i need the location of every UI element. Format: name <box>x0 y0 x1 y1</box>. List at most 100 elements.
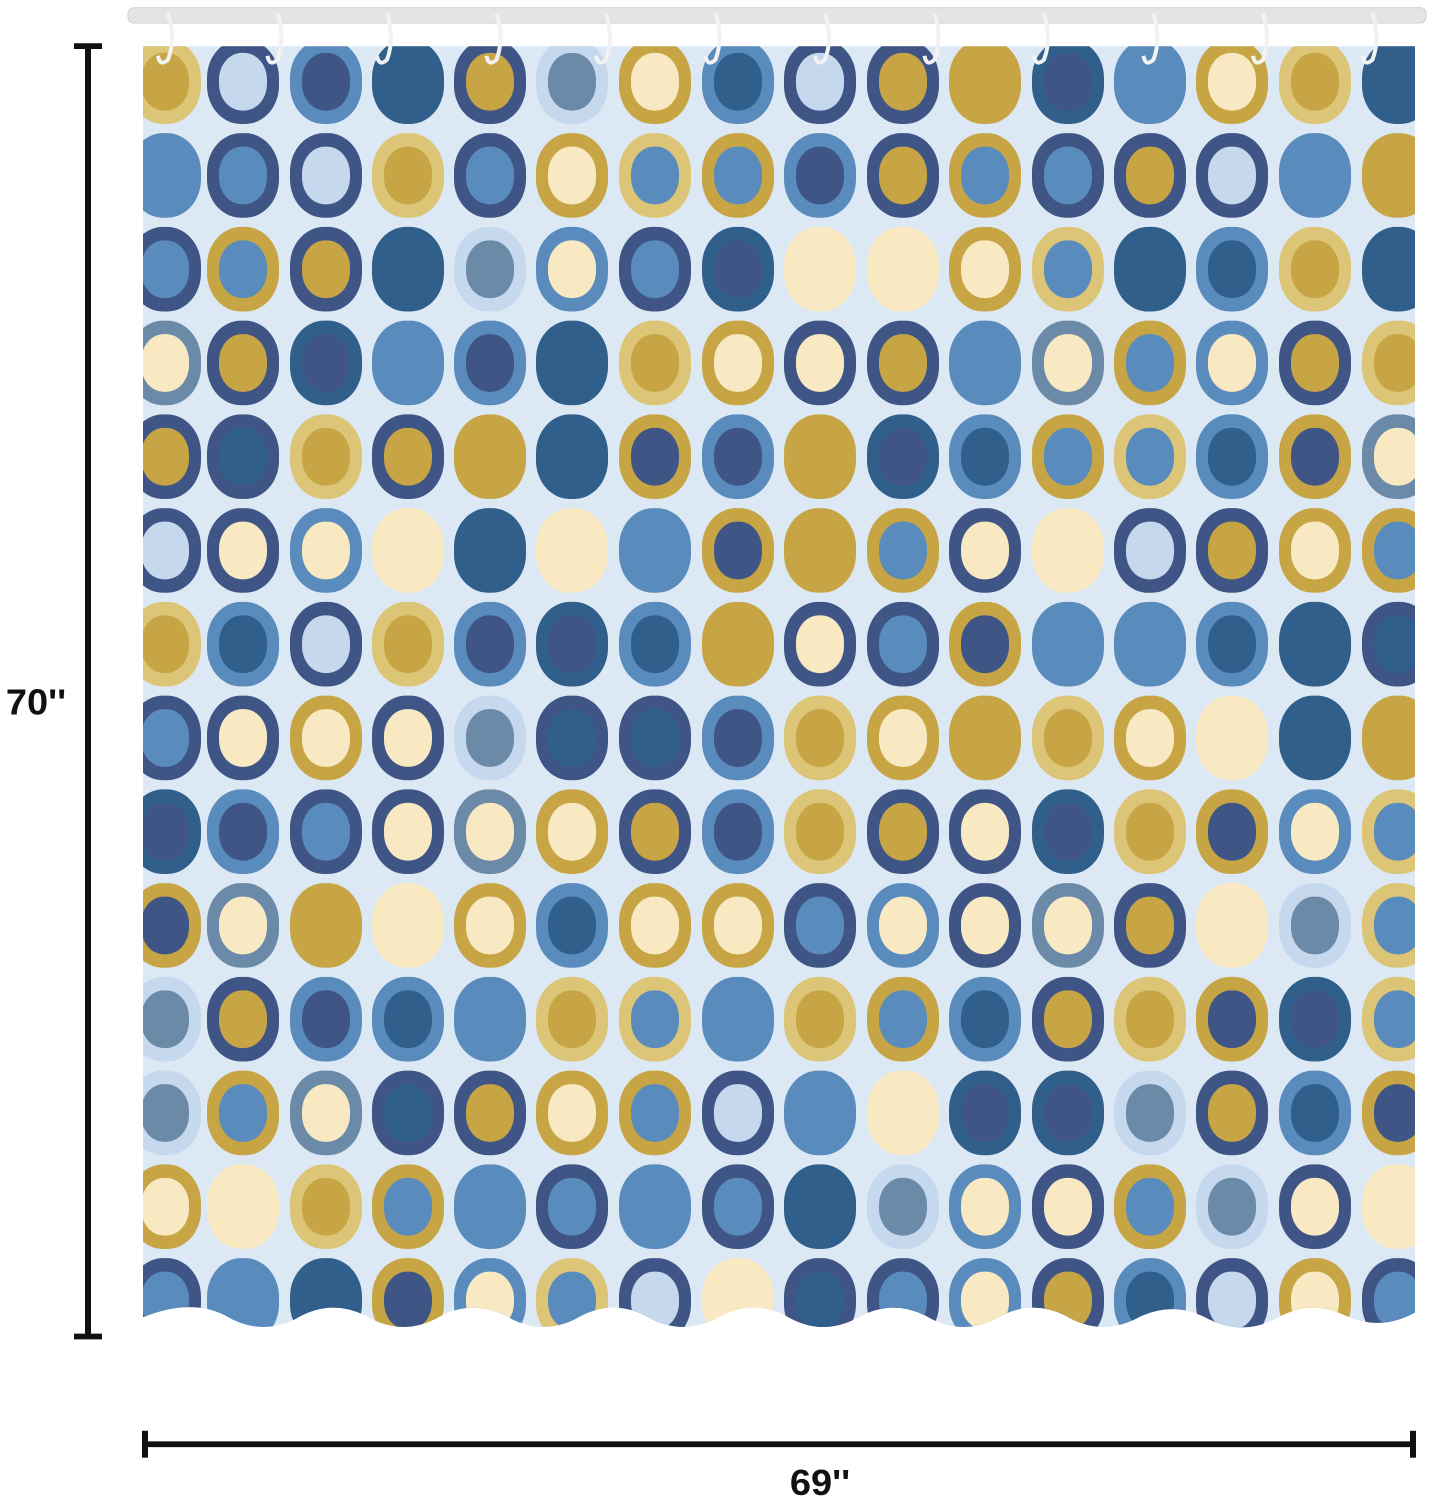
inner-oval <box>1044 709 1092 767</box>
inner-oval <box>1208 334 1256 392</box>
inner-oval <box>143 709 189 767</box>
inner-oval <box>879 1271 927 1328</box>
inner-oval <box>466 615 514 674</box>
outer-oval <box>619 508 691 593</box>
inner-oval <box>631 146 679 205</box>
inner-oval <box>714 52 762 111</box>
inner-oval <box>1208 990 1256 1049</box>
outer-oval <box>949 46 1021 125</box>
outer-oval <box>290 883 362 968</box>
outer-oval <box>1114 601 1186 687</box>
inner-oval <box>1126 1084 1174 1142</box>
inner-oval <box>1208 427 1256 486</box>
inner-oval <box>143 334 189 392</box>
inner-oval <box>796 146 844 205</box>
inner-oval <box>302 709 350 767</box>
inner-oval <box>302 615 350 674</box>
hook <box>1251 12 1269 65</box>
inner-oval <box>714 240 762 299</box>
inner-oval <box>631 802 679 861</box>
inner-oval <box>1374 1084 1415 1142</box>
hook <box>484 12 503 65</box>
inner-oval <box>879 990 927 1049</box>
inner-oval <box>1291 1271 1339 1328</box>
inner-oval <box>548 990 596 1049</box>
inner-oval <box>302 146 350 205</box>
inner-oval <box>1126 334 1174 392</box>
inner-oval <box>302 1084 350 1142</box>
inner-oval <box>548 709 596 767</box>
inner-oval <box>1291 802 1339 861</box>
inner-oval <box>961 521 1009 580</box>
inner-oval <box>302 334 350 392</box>
inner-oval <box>1044 52 1092 111</box>
inner-oval <box>548 1177 596 1236</box>
inner-oval <box>796 334 844 392</box>
inner-oval <box>384 1177 432 1236</box>
curtain-rod <box>127 7 1427 24</box>
inner-oval <box>631 240 679 299</box>
inner-oval <box>219 615 267 674</box>
hook <box>1141 12 1160 65</box>
outer-oval <box>702 1258 774 1328</box>
outer-oval <box>454 508 526 593</box>
inner-oval <box>384 802 432 861</box>
inner-oval <box>714 427 762 486</box>
inner-oval <box>796 52 844 111</box>
inner-oval <box>302 1177 350 1236</box>
inner-oval <box>879 802 927 861</box>
inner-oval <box>384 709 432 767</box>
inner-oval <box>548 802 596 861</box>
outer-oval <box>1279 133 1351 218</box>
outer-oval <box>784 226 856 312</box>
inner-oval <box>219 146 267 205</box>
inner-oval <box>302 521 350 580</box>
inner-oval <box>1044 1084 1092 1142</box>
outer-oval <box>867 1070 939 1156</box>
inner-oval <box>879 709 927 767</box>
inner-oval <box>143 427 189 486</box>
inner-oval <box>548 896 596 955</box>
inner-oval <box>1374 896 1415 955</box>
inner-oval <box>879 146 927 205</box>
inner-oval <box>714 146 762 205</box>
outer-oval <box>207 1164 279 1250</box>
inner-oval <box>879 1177 927 1236</box>
inner-oval <box>466 1084 514 1142</box>
inner-oval <box>548 52 596 111</box>
inner-oval <box>384 990 432 1049</box>
outer-oval <box>536 414 608 500</box>
inner-oval <box>631 896 679 955</box>
inner-oval <box>961 896 1009 955</box>
inner-oval <box>879 427 927 486</box>
outer-oval <box>1362 695 1415 781</box>
inner-oval <box>1291 240 1339 299</box>
outer-oval <box>454 1164 526 1250</box>
inner-oval <box>219 240 267 299</box>
inner-oval <box>1208 1271 1256 1328</box>
outer-oval <box>1032 508 1104 593</box>
inner-oval <box>466 709 514 767</box>
inner-oval <box>1044 146 1092 205</box>
outer-oval <box>290 1258 362 1328</box>
outer-oval <box>454 976 526 1062</box>
outer-oval <box>949 695 1021 781</box>
inner-oval <box>219 52 267 111</box>
inner-oval <box>143 615 189 674</box>
inner-oval <box>1208 1084 1256 1142</box>
inner-oval <box>143 1084 189 1142</box>
inner-oval <box>143 52 189 111</box>
inner-oval <box>384 615 432 674</box>
inner-oval <box>466 146 514 205</box>
outer-oval <box>1196 695 1268 781</box>
inner-oval <box>714 802 762 861</box>
inner-oval <box>1044 240 1092 299</box>
inner-oval <box>1374 334 1415 392</box>
inner-oval <box>1291 1084 1339 1142</box>
inner-oval <box>1374 521 1415 580</box>
inner-oval <box>1126 427 1174 486</box>
inner-oval <box>1291 990 1339 1049</box>
hook <box>265 12 284 65</box>
inner-oval <box>143 521 189 580</box>
